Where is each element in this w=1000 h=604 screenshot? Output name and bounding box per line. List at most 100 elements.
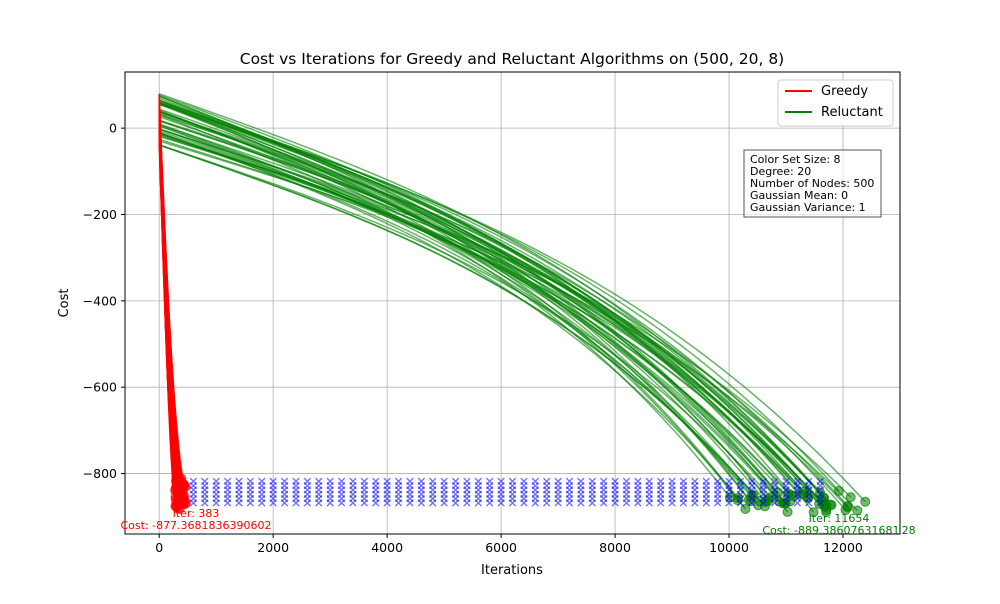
x-marker — [383, 499, 391, 507]
x-marker — [269, 499, 277, 507]
plot-data-layer — [158, 93, 871, 518]
x-marker — [406, 499, 414, 507]
x-marker — [440, 499, 448, 507]
x-marker — [486, 499, 494, 507]
legend-label-reluctant: Reluctant — [821, 105, 883, 120]
reluctant-run-line — [158, 102, 746, 510]
legend: Greedy Reluctant — [777, 79, 894, 127]
reluctant-run-line — [158, 128, 825, 506]
x-marker — [360, 499, 369, 507]
x-marker — [315, 499, 323, 507]
x-marker — [223, 499, 232, 507]
y-tick-label: −800 — [83, 466, 117, 481]
annotation-greedy: Iter: 383 Cost: -877.3681836390602 — [120, 507, 271, 532]
reluctant-run-line — [158, 134, 809, 499]
x-marker — [246, 499, 255, 507]
x-marker — [770, 499, 779, 507]
x-marker — [611, 499, 619, 507]
info-box-frame — [743, 149, 882, 218]
reluctant-end-point — [782, 506, 793, 517]
x-marker — [531, 499, 539, 507]
info-box: Color Set Size: 8 Degree: 20 Number of N… — [743, 149, 882, 218]
reluctant-run-line — [158, 119, 821, 494]
annotation-greedy-iter: Iter: 383 — [173, 507, 220, 520]
x-marker — [235, 499, 243, 507]
legend-label-greedy: Greedy — [821, 84, 868, 99]
info-line-nodes: Number of Nodes: 500 — [750, 177, 874, 190]
x-axis-label: Iterations — [481, 563, 543, 578]
reluctant-run-line — [158, 109, 739, 501]
x-marker — [497, 499, 505, 507]
x-marker — [212, 499, 220, 507]
greedy-run-line — [158, 93, 185, 485]
x-marker — [759, 499, 767, 507]
annotation-reluctant-iter: Iter: 11654 — [809, 512, 870, 525]
info-line-color-set: Color Set Size: 8 — [750, 153, 841, 166]
x-marker — [542, 499, 551, 507]
y-tick-label: −200 — [83, 207, 117, 222]
x-marker — [292, 499, 300, 507]
x-marker — [577, 499, 585, 507]
x-marker — [417, 499, 426, 507]
reluctant-end-point — [740, 503, 751, 514]
x-marker — [394, 499, 403, 507]
reluctant-series — [158, 93, 871, 518]
x-tick-label: 12000 — [823, 540, 863, 555]
annotation-reluctant-cost: Cost: -889.38607631681 28 — [762, 524, 915, 537]
reluctant-end-point — [852, 505, 863, 516]
x-marker — [280, 499, 289, 507]
greedy-run-line — [158, 133, 179, 489]
reluctant-end-point — [860, 496, 871, 507]
x-marker — [645, 499, 653, 507]
reluctant-run-line — [158, 114, 849, 507]
x-marker — [713, 499, 722, 507]
y-tick-label: −400 — [83, 293, 117, 308]
x-marker — [748, 499, 756, 507]
info-line-variance: Gaussian Variance: 1 — [750, 201, 866, 214]
x-marker — [520, 499, 528, 507]
x-marker — [189, 499, 198, 507]
annotation-reluctant: Iter: 11654 Cost: -889.38607631681 28 — [762, 512, 915, 537]
reluctant-run-line — [158, 110, 767, 503]
x-marker — [702, 499, 710, 507]
reluctant-end-point — [779, 498, 790, 509]
x-marker — [816, 499, 824, 507]
reluctant-run-line — [158, 138, 805, 493]
x-marker — [337, 499, 346, 507]
reluctant-end-point — [819, 499, 830, 510]
x-marker — [634, 499, 642, 507]
greedy-series — [158, 93, 191, 514]
x-marker — [201, 499, 209, 507]
reluctant-run-line — [158, 101, 840, 492]
x-marker — [258, 499, 266, 507]
tick-layer: 0 2000 4000 6000 8000 10000 12000 0 −200 −400 −600… — [83, 121, 863, 555]
x-marker — [782, 499, 790, 507]
x-marker — [303, 499, 312, 507]
reluctant-end-point — [842, 500, 853, 511]
x-tick-label: 0 — [155, 540, 163, 555]
x-marker — [565, 499, 574, 507]
plot-frame — [124, 71, 901, 535]
marker-series — [178, 477, 824, 507]
reluctant-run-line — [158, 111, 825, 499]
chart-title: Cost vs Iterations for Greedy and Reluct… — [240, 50, 784, 68]
x-marker — [429, 499, 437, 507]
x-marker — [326, 499, 334, 507]
x-marker — [679, 499, 688, 507]
annotation-greedy-cost: Cost: -877.3681836390602 — [120, 519, 271, 532]
x-marker — [463, 499, 471, 507]
x-marker — [599, 499, 608, 507]
x-marker — [474, 499, 483, 507]
x-marker — [805, 499, 813, 507]
x-marker — [508, 499, 517, 507]
reluctant-run-line — [158, 133, 824, 504]
reluctant-run-line — [158, 144, 772, 498]
x-tick-label: 4000 — [371, 540, 403, 555]
x-marker — [451, 499, 460, 507]
x-marker — [554, 499, 562, 507]
info-line-mean: Gaussian Mean: 0 — [750, 189, 848, 202]
x-marker — [622, 499, 631, 507]
y-tick-label: −600 — [83, 380, 117, 395]
